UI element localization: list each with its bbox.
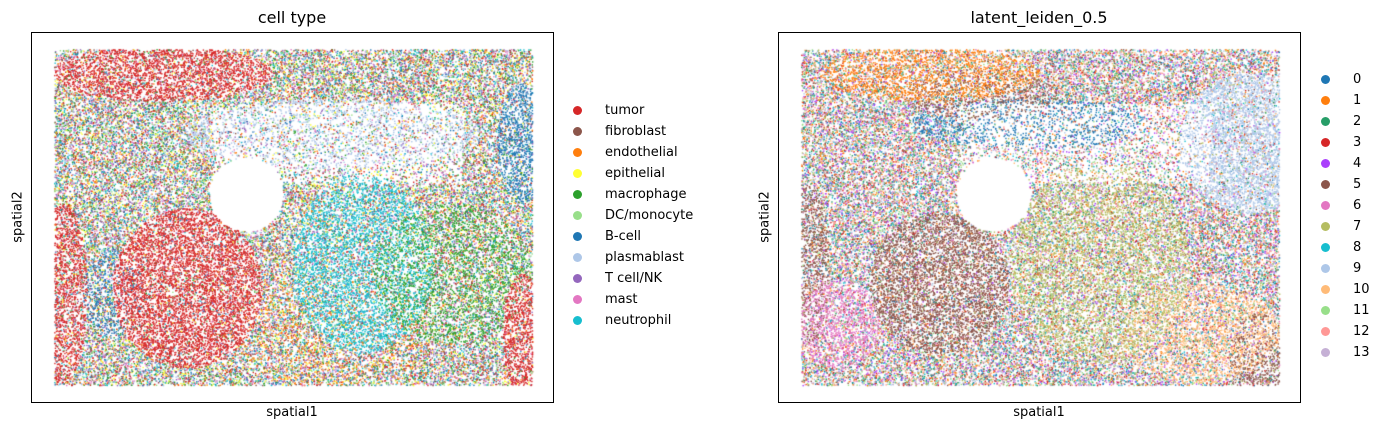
legend-label: 7 bbox=[1353, 219, 1362, 234]
chart-title: cell type bbox=[257, 8, 327, 27]
legend-marker bbox=[573, 295, 582, 304]
legend-marker bbox=[1321, 180, 1330, 189]
legend-marker bbox=[573, 316, 582, 325]
legend-label: 9 bbox=[1353, 261, 1362, 276]
legend-label: 3 bbox=[1353, 135, 1362, 150]
legend-marker bbox=[573, 169, 582, 178]
legend-marker bbox=[573, 253, 582, 262]
legend-label: 12 bbox=[1353, 324, 1370, 339]
cell-type-panel: cell type spatial1 spatial2 tumor fibrobl… bbox=[10, 8, 698, 420]
legend-marker bbox=[1321, 159, 1330, 168]
legend-marker bbox=[573, 190, 582, 199]
legend-label: neutrophil bbox=[605, 313, 672, 328]
legend-marker bbox=[1321, 96, 1330, 105]
legend-marker bbox=[1321, 201, 1330, 210]
legend-label: 8 bbox=[1353, 240, 1362, 255]
legend-label: 4 bbox=[1353, 156, 1362, 171]
legend: 0 1 2 3 4 5 6 7 8 9 10 11 12 13 bbox=[1321, 70, 1381, 365]
legend-marker bbox=[1321, 243, 1330, 252]
legend-marker bbox=[1321, 264, 1330, 273]
legend-marker bbox=[1321, 75, 1330, 84]
legend-label: 1 bbox=[1353, 93, 1362, 108]
legend-label: B-cell bbox=[605, 229, 641, 244]
legend-label: 0 bbox=[1353, 72, 1362, 87]
legend-marker bbox=[1321, 138, 1330, 147]
legend: tumor fibroblast endothelial epithelial macr… bbox=[573, 101, 698, 336]
legend-label: epithelial bbox=[605, 166, 665, 181]
x-axis-label: spatial1 bbox=[266, 405, 318, 420]
legend-label: 10 bbox=[1353, 282, 1370, 297]
legend-label: 11 bbox=[1353, 303, 1370, 318]
scatter-points bbox=[779, 33, 1300, 402]
scatter-plot-area bbox=[31, 32, 554, 403]
legend-marker bbox=[573, 127, 582, 136]
legend-marker bbox=[1321, 348, 1330, 357]
legend-label: fibroblast bbox=[605, 124, 667, 139]
legend-label: plasmablast bbox=[605, 250, 684, 265]
legend-marker bbox=[1321, 327, 1330, 336]
scatter-plot-area bbox=[778, 32, 1301, 403]
legend-label: 6 bbox=[1353, 198, 1362, 213]
legend-label: 2 bbox=[1353, 114, 1362, 129]
legend-label: T cell/NK bbox=[605, 271, 663, 286]
legend-label: endothelial bbox=[605, 145, 678, 160]
chart-title: latent_leiden_0.5 bbox=[970, 8, 1108, 27]
legend-marker bbox=[573, 274, 582, 283]
legend-label: 5 bbox=[1353, 177, 1362, 192]
legend-label: 13 bbox=[1353, 345, 1370, 360]
legend-label: tumor bbox=[605, 103, 645, 118]
y-axis-label: spatial2 bbox=[10, 191, 26, 243]
legend-marker bbox=[573, 106, 582, 115]
y-axis-label: spatial2 bbox=[757, 191, 773, 243]
legend-marker bbox=[1321, 306, 1330, 315]
legend-marker bbox=[1321, 117, 1330, 126]
legend-label: mast bbox=[605, 292, 638, 307]
legend-label: DC/monocyte bbox=[605, 208, 694, 223]
legend-marker bbox=[573, 148, 582, 157]
legend-label: macrophage bbox=[605, 187, 687, 202]
x-axis-label: spatial1 bbox=[1013, 405, 1065, 420]
legend-marker bbox=[1321, 285, 1330, 294]
legend-marker bbox=[573, 232, 582, 241]
legend-marker bbox=[573, 211, 582, 220]
scatter-points bbox=[32, 33, 553, 402]
legend-marker bbox=[1321, 222, 1330, 231]
